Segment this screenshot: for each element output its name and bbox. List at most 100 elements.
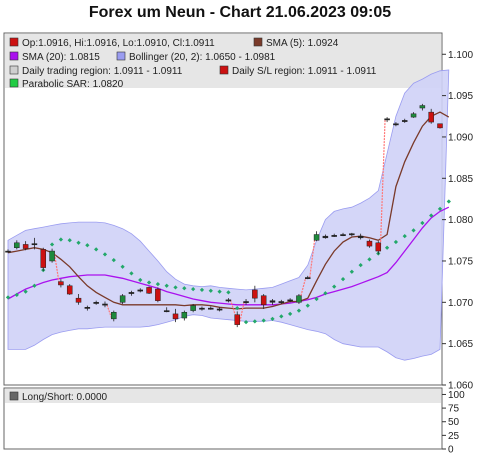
y-tick-label: 1.080 [448,215,473,226]
candle-body [419,105,426,109]
chart-title: Forex um Neun - Chart 21.06.2023 09:05 [88,4,392,21]
sar-point [138,277,143,283]
candle-body [278,301,285,303]
sar-point [164,283,169,288]
sar-point [296,308,302,313]
sar-point [349,269,354,274]
candle-body [357,235,364,239]
legend-swatch-sma20 [9,51,19,61]
gap-connector [106,304,113,320]
sar-point [217,289,222,294]
candle-body [58,281,64,286]
candle-body [66,285,73,295]
lower-tick-label: 50 [448,417,460,428]
legend-ohlc: Op:1.0916, Hi:1.0916, Lo:1.0910, Cl:1.09… [22,38,215,49]
candle-body [340,234,346,236]
candle-body [384,118,390,121]
gap-connector [300,277,307,296]
legend-area [5,34,441,88]
sma20-line [7,206,450,306]
sar-point [437,206,443,212]
candle-body [84,307,91,309]
sar-point [182,286,187,291]
sar-point [155,282,160,287]
sar-point [76,240,81,245]
sar-point [173,285,178,290]
candle-body [128,292,135,294]
candle-body [269,300,276,303]
candle-body [14,242,20,248]
lower-tick-label: 100 [448,390,465,401]
candle-body [172,313,179,320]
candle-body [111,311,117,320]
y-tick-label: 1.090 [448,132,473,143]
candle-body [75,297,82,303]
sma5-line [7,111,450,310]
sar-point [446,199,451,204]
sar-point [393,239,399,245]
legend-swatch-longshort [9,391,19,401]
gap-connector [379,118,386,252]
sar-point [358,262,363,268]
sar-point [94,247,99,252]
candle-body [155,288,161,301]
legend-longshort: Long/Short: 0.0000 [22,392,108,403]
sar-point [191,286,196,292]
candle-body [190,305,196,311]
legend-sma20: SMA (20): 1.0815 [22,52,100,63]
sar-point [252,319,257,324]
sar-point [208,288,213,293]
candle-body [119,295,126,303]
lower-tick-label: 0 [448,445,454,456]
lower-y-axis: 0 25 50 75 100 [442,390,465,456]
sar-point [58,237,64,242]
candle-body [49,250,55,262]
sar-point [411,228,416,233]
legend-bollinger: Bollinger (20, 2): 1.0650 - 1.0981 [129,52,276,63]
sar-point [67,238,72,243]
candle-body [437,123,443,129]
legend-swatch-daily-sl [219,65,229,75]
legend-swatch-daily-trading [9,65,19,75]
candle-body [146,287,152,294]
candle-body [296,295,302,303]
candle-body [375,242,382,252]
sar-point [332,284,337,289]
legend-sar: Parabolic SAR: 1.0820 [22,79,124,90]
sar-point [261,318,266,323]
candle-body [428,111,434,123]
y-tick-label: 1.070 [448,298,473,309]
legend-swatch-sar [9,78,19,88]
y-tick-label: 1.060 [448,381,473,392]
candle-body [31,243,38,246]
candle-body [22,244,29,249]
y-tick-label: 1.075 [448,256,473,267]
candle-body [137,289,143,292]
candle-body [287,299,293,302]
sar-point [226,290,231,295]
gap-connector [229,299,236,315]
lower-legend-area [5,389,441,403]
sar-point [243,320,249,325]
sar-point [199,287,205,293]
candle-body [5,250,11,253]
legend-swatch-sma5 [253,37,263,47]
candle-body [181,311,188,319]
sar-point [235,305,240,311]
candle-body [199,307,205,310]
candle-body [93,302,99,304]
candle-body [393,123,399,126]
legend-swatch-bollinger [116,51,126,61]
legend-daily-trading: Daily trading region: 1.0911 - 1.0911 [22,66,183,77]
main-y-axis: 1.060 1.065 1.070 1.075 1.080 1.085 1.090 1.095… [442,50,473,392]
candle-body [410,113,417,118]
candle-body [163,310,170,313]
candle-body [305,277,311,279]
gap-connector [238,302,245,325]
candle-body [331,235,337,237]
candle-body [40,249,47,268]
y-tick-label: 1.100 [448,50,473,61]
candle-body [322,235,329,239]
sar-point [288,311,293,317]
